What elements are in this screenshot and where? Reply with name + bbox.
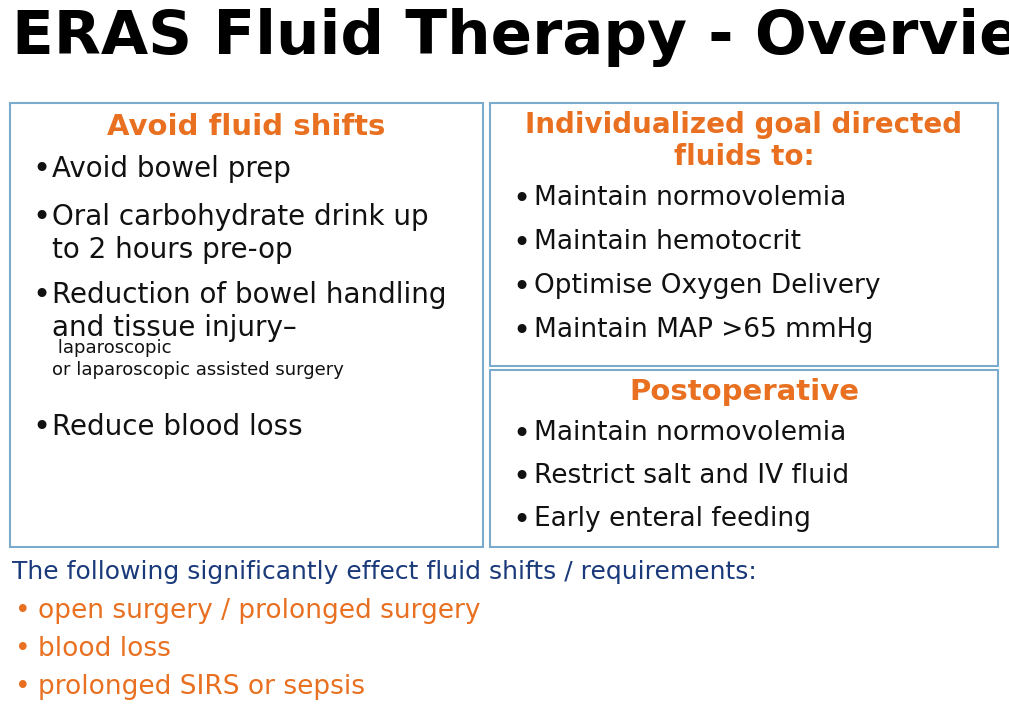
Text: •: • bbox=[512, 185, 530, 214]
Text: •: • bbox=[512, 229, 530, 258]
Text: Optimise Oxygen Delivery: Optimise Oxygen Delivery bbox=[534, 273, 881, 299]
Bar bbox=[490, 103, 998, 366]
Text: Maintain normovolemia: Maintain normovolemia bbox=[534, 420, 847, 446]
Text: Maintain normovolemia: Maintain normovolemia bbox=[534, 185, 847, 211]
Text: Maintain MAP >65 mmHg: Maintain MAP >65 mmHg bbox=[534, 317, 873, 343]
Text: ERAS Fluid Therapy - Overview: ERAS Fluid Therapy - Overview bbox=[12, 8, 1009, 67]
Text: •: • bbox=[32, 203, 50, 232]
Text: Postoperative: Postoperative bbox=[629, 378, 859, 406]
Text: Avoid fluid shifts: Avoid fluid shifts bbox=[107, 113, 385, 141]
Text: •: • bbox=[512, 463, 530, 492]
Text: •: • bbox=[32, 281, 50, 310]
Bar bbox=[490, 370, 998, 547]
Text: prolonged SIRS or sepsis: prolonged SIRS or sepsis bbox=[38, 674, 365, 700]
Text: Restrict salt and IV fluid: Restrict salt and IV fluid bbox=[534, 463, 850, 489]
Text: •: • bbox=[32, 413, 50, 442]
Text: •: • bbox=[512, 317, 530, 346]
Text: •: • bbox=[32, 155, 50, 184]
Text: •: • bbox=[15, 598, 30, 624]
Text: Early enteral feeding: Early enteral feeding bbox=[534, 506, 811, 532]
Text: •: • bbox=[512, 273, 530, 302]
Text: Reduction of bowel handling
and tissue injury–: Reduction of bowel handling and tissue i… bbox=[52, 281, 447, 342]
Text: laparoscopic
or laparoscopic assisted surgery: laparoscopic or laparoscopic assisted su… bbox=[52, 339, 344, 379]
Text: blood loss: blood loss bbox=[38, 636, 171, 662]
Text: •: • bbox=[15, 674, 30, 700]
Text: •: • bbox=[512, 506, 530, 535]
Text: •: • bbox=[512, 420, 530, 449]
Text: Avoid bowel prep: Avoid bowel prep bbox=[52, 155, 291, 183]
Text: Maintain hemotocrit: Maintain hemotocrit bbox=[534, 229, 801, 255]
Text: The following significantly effect fluid shifts / requirements:: The following significantly effect fluid… bbox=[12, 560, 757, 584]
Text: Individualized goal directed
fluids to:: Individualized goal directed fluids to: bbox=[526, 111, 963, 172]
Text: •: • bbox=[15, 636, 30, 662]
Text: open surgery / prolonged surgery: open surgery / prolonged surgery bbox=[38, 598, 480, 624]
Text: Reduce blood loss: Reduce blood loss bbox=[52, 413, 303, 441]
Bar bbox=[10, 103, 483, 547]
Text: Oral carbohydrate drink up
to 2 hours pre-op: Oral carbohydrate drink up to 2 hours pr… bbox=[52, 203, 429, 264]
